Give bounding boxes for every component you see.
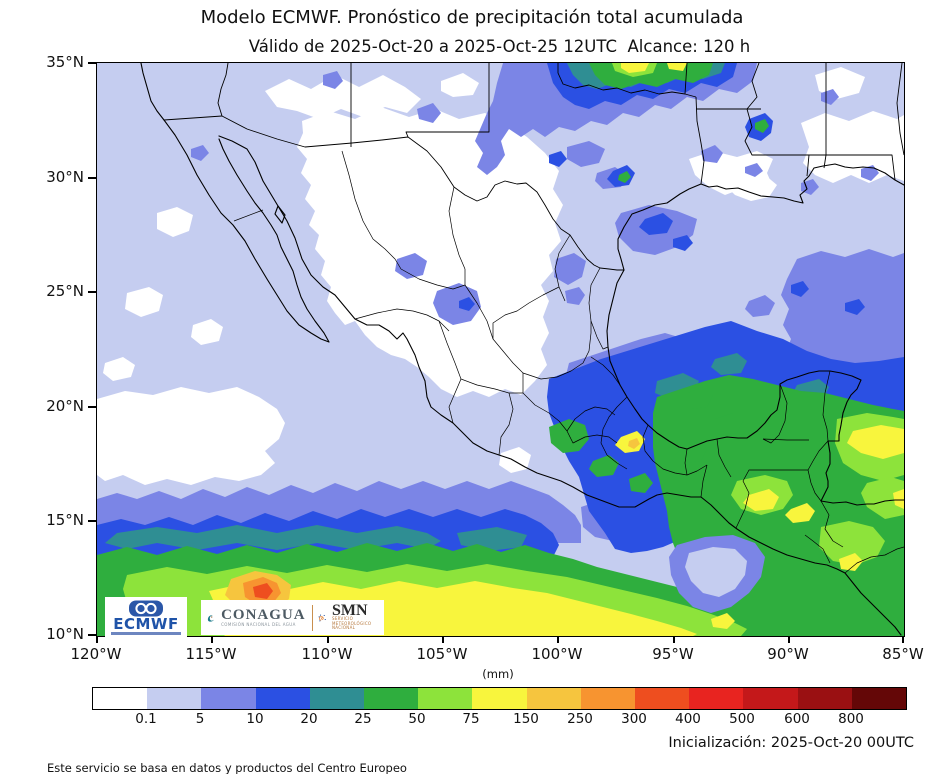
colorbar-segment: [743, 688, 798, 709]
colorbar-segment: [580, 688, 636, 709]
colorbar-segment: [689, 688, 744, 709]
axis-tick: [88, 291, 96, 293]
smn-text-block: SMN SERVICIO METEOROLÓGICO NACIONAL: [332, 602, 378, 631]
conagua-icon: [207, 614, 215, 622]
colorbar-tick-label: 800: [838, 711, 864, 727]
axis-tick: [88, 62, 96, 64]
lat-label: 30°N: [46, 168, 84, 186]
lat-label: 35°N: [46, 53, 84, 71]
colorbar-segment: [418, 688, 473, 709]
service-disclaimer: Este servicio se basa en datos y product…: [47, 730, 407, 774]
axis-tick: [211, 636, 213, 643]
lat-label: 15°N: [46, 511, 84, 529]
colorbar-segment: [93, 688, 148, 709]
lat-label: 20°N: [46, 397, 84, 415]
conagua-text-block: CONAGUA COMISIÓN NACIONAL DEL AGUA: [221, 606, 306, 627]
lon-label: 95°W: [652, 645, 694, 663]
colorbar-segment: [309, 688, 365, 709]
axis-tick: [88, 177, 96, 179]
colorbar-tick-label: 150: [513, 711, 539, 727]
coastlines: [140, 63, 904, 636]
smn-icon: [318, 614, 326, 621]
lon-label: 120°W: [70, 645, 122, 663]
ecmwf-icon: [129, 600, 163, 617]
lon-label: 85°W: [882, 645, 924, 663]
axis-tick: [902, 636, 904, 643]
colorbar-tick-label: 20: [300, 711, 318, 727]
smn-logo-text: SMN: [332, 602, 368, 620]
colorbar-tick-label: 500: [729, 711, 755, 727]
conagua-logo-subtext: COMISIÓN NACIONAL DEL AGUA: [221, 621, 296, 627]
smn-logo-subtext: SERVICIO METEOROLÓGICO NACIONAL: [332, 616, 372, 631]
colorbar-segment: [255, 688, 310, 709]
axis-tick: [88, 406, 96, 408]
colorbar-tick-label: 600: [784, 711, 810, 727]
colorbar-segment: [797, 688, 852, 709]
ecmwf-logo-text: ECMWF: [113, 615, 179, 634]
axis-tick: [327, 636, 329, 643]
colorbar-tick-label: 50: [408, 711, 426, 727]
colorbar-segment: [851, 688, 907, 709]
page-title: Modelo ECMWF. Pronóstico de precipitació…: [200, 7, 744, 28]
lon-label: 110°W: [301, 645, 353, 663]
ecmwf-motto-line: [111, 632, 181, 635]
colorbar: [92, 687, 907, 710]
axis-tick: [442, 636, 444, 643]
axis-tick: [96, 636, 98, 643]
colorbar-segment: [472, 688, 527, 709]
colorbar-tick-label: 25: [354, 711, 372, 727]
axis-tick: [88, 520, 96, 522]
colorbar-tick-label: 75: [462, 711, 480, 727]
lon-label: 100°W: [531, 645, 583, 663]
lon-label: 115°W: [185, 645, 237, 663]
lon-label: 90°W: [767, 645, 809, 663]
colorbar-tick-label: 250: [567, 711, 593, 727]
colorbar-segment: [526, 688, 581, 709]
axis-tick: [788, 636, 790, 643]
precip-dry-layer: [97, 67, 904, 485]
conagua-smn-logo: CONAGUA COMISIÓN NACIONAL DEL AGUA SMN S…: [201, 600, 384, 635]
axis-tick: [88, 634, 96, 636]
initialization-label: Inicialización: 2025-Oct-20 00UTC: [668, 735, 914, 751]
colorbar-segment: [147, 688, 202, 709]
ecmwf-logo: ECMWF: [105, 597, 187, 638]
colorbar-tick-label: 0.1: [135, 711, 157, 727]
lat-label: 10°N: [46, 625, 84, 643]
lon-label: 105°W: [416, 645, 468, 663]
axis-tick: [673, 636, 675, 643]
precip-300-500-layer: [253, 583, 273, 599]
colorbar-segment: [201, 688, 256, 709]
axis-tick: [557, 636, 559, 643]
colorbar-tick-label: 10: [246, 711, 264, 727]
precip-pacific-light-hole: [669, 535, 765, 613]
colorbar-unit-label: (mm): [482, 667, 514, 681]
colorbar-tick-label: 300: [621, 711, 647, 727]
colorbar-segment: [364, 688, 419, 709]
subtitle: Válido de 2025-Oct-20 a 2025-Oct-25 12UT…: [248, 37, 751, 56]
state-borders: [233, 150, 904, 574]
map-panel: ECMWF CONAGUA COMISIÓN NACIONAL DEL AGUA: [96, 62, 905, 638]
colorbar-segment: [635, 688, 690, 709]
colorbar-tick-label: 400: [675, 711, 701, 727]
political-borders: [163, 63, 904, 271]
colorbar-tick-label: 5: [195, 711, 205, 727]
lat-label: 25°N: [46, 282, 84, 300]
service-disclaimer-line1: Este servicio se basa en datos y product…: [47, 761, 407, 774]
precipitation-map: [97, 63, 904, 636]
conagua-logo-text: CONAGUA: [221, 606, 306, 623]
